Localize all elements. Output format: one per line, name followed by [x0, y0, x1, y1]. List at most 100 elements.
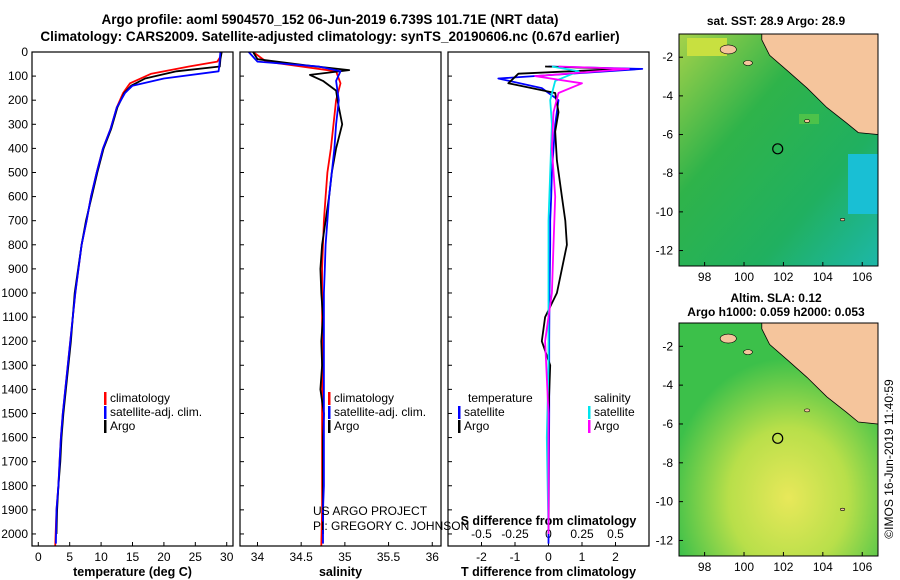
- y-tick-label: 900: [8, 262, 28, 276]
- project-label: US ARGO PROJECT: [313, 504, 428, 518]
- legend-swatch: [328, 406, 331, 419]
- sst-map-title: sat. SST: 28.9 Argo: 28.9: [707, 14, 846, 28]
- x-tick-label: 98: [698, 270, 712, 284]
- figure-title-line1: Argo profile: aoml 5904570_152 06-Jun-20…: [101, 12, 559, 27]
- x-tick-label: 100: [734, 270, 754, 284]
- y-tick-label: -2: [662, 50, 673, 64]
- argo-line: [55, 51, 223, 535]
- y-tick-label: 1600: [1, 431, 28, 445]
- x-tick-label: 2: [612, 550, 619, 564]
- map-frame: [678, 322, 879, 557]
- y-tick-label: 800: [8, 238, 28, 252]
- map-frame: [678, 33, 879, 267]
- legend-swatch: [458, 420, 461, 433]
- y-tick-label: 1300: [1, 358, 28, 372]
- legend-label: Argo: [464, 419, 490, 433]
- x-tick-label: -2: [476, 550, 487, 564]
- salinity-diff-tick-label: -0.5: [471, 527, 492, 541]
- x-tick-label: 35: [338, 550, 352, 564]
- x-tick-label: -1: [510, 550, 521, 564]
- argo-line: [252, 51, 351, 534]
- y-tick-label: 400: [8, 141, 28, 155]
- x-tick-label: 102: [773, 270, 793, 284]
- y-tick-label: 100: [8, 69, 28, 83]
- figure-title-line2: Climatology: CARS2009. Satellite-adjuste…: [40, 29, 620, 44]
- y-tick-label: -4: [662, 89, 673, 103]
- x-tick-label: 98: [698, 560, 712, 574]
- sla-map-title-line1: Altim. SLA: 0.12: [730, 291, 822, 305]
- x-tick-label: 100: [734, 560, 754, 574]
- x-tick-label: 106: [852, 560, 872, 574]
- x-tick-label: 20: [157, 550, 171, 564]
- legend-swatch: [328, 420, 331, 433]
- cool-patch: [848, 154, 878, 214]
- salinity-xlabel: salinity: [319, 565, 362, 579]
- legend-label: Argo: [110, 419, 136, 433]
- climatology-line: [54, 51, 223, 547]
- y-tick-label: 1200: [1, 334, 28, 348]
- sla-map: -2 -4 -6 -8 -10 -12 98 100 102 104 106: [656, 322, 879, 574]
- legend-label: climatology: [110, 391, 170, 405]
- legend-label: satellite: [594, 405, 635, 419]
- temp-argo-diff-line: [507, 65, 624, 534]
- y-tick-label: 1800: [1, 479, 28, 493]
- legend-label: climatology: [334, 391, 394, 405]
- x-tick-label: 10: [94, 550, 108, 564]
- sal-argo-diff-line: [534, 65, 630, 534]
- island: [743, 349, 753, 355]
- y-tick-label: 1500: [1, 406, 28, 420]
- y-tick-label: 1000: [1, 286, 28, 300]
- x-tick-label: 5: [66, 550, 73, 564]
- temp-satellite-diff-line: [497, 65, 644, 544]
- island: [719, 333, 737, 344]
- legend-temperature-header: temperature: [468, 391, 533, 405]
- legend-swatch: [104, 406, 107, 419]
- y-tick-label: 300: [8, 117, 28, 131]
- sla-map-title-line2: Argo h1000: 0.059 h2000: 0.053: [687, 305, 865, 319]
- argo-position-marker: [772, 143, 784, 155]
- temperature-diff-xlabel: T difference from climatology: [461, 565, 636, 579]
- satellite-line: [248, 51, 342, 544]
- island: [743, 60, 753, 66]
- warm-patch: [687, 38, 727, 56]
- warm-patch: [799, 114, 819, 124]
- y-tick-label: -10: [656, 205, 674, 219]
- y-tick-label: -6: [662, 417, 673, 431]
- x-tick-label: 104: [813, 270, 833, 284]
- y-tick-label: 0: [21, 45, 28, 59]
- temperature-xlabel: temperature (deg C): [73, 565, 192, 579]
- y-tick-label: 600: [8, 190, 28, 204]
- island: [804, 408, 811, 413]
- y-tick-label: -12: [656, 533, 674, 547]
- x-tick-label: 106: [852, 270, 872, 284]
- imos-stamp: ©IMOS 16-Jun-2019 11:40:59: [882, 379, 896, 539]
- legend-swatch: [328, 392, 331, 405]
- x-tick-label: 104: [813, 560, 833, 574]
- x-tick-label: 34: [251, 550, 265, 564]
- salinity-axes: [239, 51, 442, 547]
- y-tick-label: 1100: [2, 310, 28, 324]
- y-tick-label: -2: [662, 339, 673, 353]
- legend-label: satellite: [464, 405, 505, 419]
- y-tick-label: 200: [8, 93, 28, 107]
- legend-label: Argo: [334, 419, 360, 433]
- y-tick-label: -12: [656, 244, 674, 258]
- satellite-line: [55, 51, 222, 544]
- pi-label: PI: GREGORY C. JOHNSON: [313, 519, 469, 533]
- x-tick-label: 30: [220, 550, 234, 564]
- legend-label: Argo: [594, 419, 620, 433]
- legend-label: satellite-adj. clim.: [110, 405, 202, 419]
- y-tick-label: 2000: [1, 527, 28, 541]
- y-tick-label: 1900: [1, 503, 28, 517]
- x-tick-label: 1: [579, 550, 586, 564]
- x-tick-label: 0: [35, 550, 42, 564]
- island: [839, 507, 846, 511]
- y-tick-label: -6: [662, 128, 673, 142]
- legend-swatch: [104, 392, 107, 405]
- legend-salinity-header: salinity: [594, 391, 631, 405]
- x-tick-label: 25: [189, 550, 203, 564]
- difference-axes: [447, 51, 650, 547]
- x-tick-label: 36: [426, 550, 440, 564]
- temperature-axes: [31, 51, 234, 547]
